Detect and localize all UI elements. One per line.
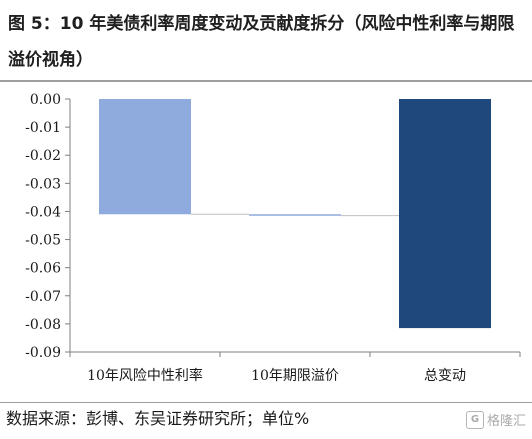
y-tick-label: -0.06 — [25, 261, 61, 277]
connector-lines — [191, 213, 399, 217]
y-tick-label: 0.00 — [30, 92, 61, 108]
watermark: G 格隆汇 — [465, 410, 526, 429]
x-tick-label: 10年期限溢价 — [251, 368, 339, 384]
x-tick-label: 10年风险中性利率 — [87, 367, 203, 384]
chart-area: 0.00 -0.01 -0.02 -0.03 -0.04 -0.05 -0.06 -0.07 -… — [0, 82, 532, 400]
y-tick-label: -0.04 — [25, 204, 61, 220]
source-note: 数据来源：彭博、东吴证券研究所；单位% — [6, 409, 310, 428]
title-divider — [0, 80, 532, 82]
bar-1 — [99, 99, 191, 215]
watermark-text: 格隆汇 — [486, 414, 526, 429]
chart-logo-icon: G — [465, 410, 484, 429]
y-tick-label: -0.05 — [25, 233, 61, 249]
y-tick-label: -0.09 — [25, 345, 61, 361]
y-tick-label: -0.08 — [25, 317, 61, 333]
y-tick-label: -0.01 — [25, 120, 61, 136]
bar-2 — [249, 214, 341, 216]
x-tick-label: 总变动 — [424, 368, 466, 384]
y-tick-label: -0.03 — [25, 176, 61, 192]
x-axis: 10年风险中性利率 10年期限溢价 总变动 — [69, 351, 521, 384]
y-tick-label: -0.07 — [25, 289, 61, 305]
figure-title: 图 5：10 年美债利率周度变动及贡献度拆分（风险中性利率与期限溢价视角） — [8, 14, 515, 70]
bar-3 — [399, 99, 491, 329]
y-tick-label: -0.02 — [25, 148, 61, 164]
bars — [99, 99, 491, 329]
waterfall-chart: 0.00 -0.01 -0.02 -0.03 -0.04 -0.05 -0.06 -0.07 -… — [25, 92, 521, 384]
y-axis: 0.00 -0.01 -0.02 -0.03 -0.04 -0.05 -0.06 -0.07 -… — [25, 92, 71, 361]
source-divider — [0, 402, 532, 403]
